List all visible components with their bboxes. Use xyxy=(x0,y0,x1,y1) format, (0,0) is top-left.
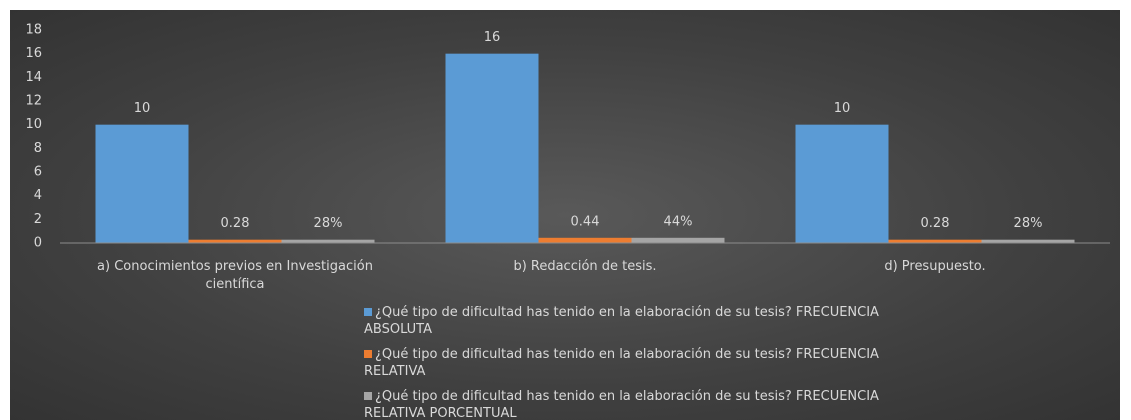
legend-swatch xyxy=(364,308,372,316)
data-label: 28% xyxy=(1014,216,1043,231)
legend-label: ¿Qué tipo de dificultad has tenido en la… xyxy=(364,305,879,337)
legend-swatch xyxy=(364,392,372,400)
y-tick-label: 2 xyxy=(34,212,42,227)
data-label: 44% xyxy=(664,214,693,229)
legend-swatch xyxy=(364,350,372,358)
data-label: 16 xyxy=(484,30,501,45)
y-tick-label: 16 xyxy=(25,46,42,61)
data-label: 10 xyxy=(134,101,151,116)
y-tick-label: 10 xyxy=(25,117,42,132)
data-label: 0.44 xyxy=(571,214,600,229)
data-label: 0.28 xyxy=(921,216,950,231)
legend-label: ¿Qué tipo de dificultad has tenido en la… xyxy=(364,347,879,379)
bar xyxy=(795,124,889,243)
x-tick-label: b) Redacción de tesis. xyxy=(513,259,657,274)
x-tick-label: a) Conocimientos previos en Investigació… xyxy=(97,259,373,292)
bar xyxy=(631,237,725,243)
y-tick-label: 0 xyxy=(34,236,42,251)
bar xyxy=(188,239,282,243)
bar xyxy=(888,239,982,243)
bar xyxy=(95,124,189,243)
data-label: 28% xyxy=(314,216,343,231)
legend-entry: ¿Qué tipo de dificultad has tenido en la… xyxy=(364,346,944,380)
y-tick-label: 4 xyxy=(34,188,42,203)
y-tick-label: 12 xyxy=(25,94,42,109)
bar xyxy=(981,239,1075,243)
y-tick-label: 14 xyxy=(25,70,42,85)
legend-entry: ¿Qué tipo de dificultad has tenido en la… xyxy=(364,388,944,420)
bar xyxy=(281,239,375,243)
y-tick-label: 18 xyxy=(25,23,42,38)
data-label: 10 xyxy=(834,101,851,116)
y-tick-label: 6 xyxy=(34,165,42,180)
chart-background xyxy=(10,10,1120,420)
data-label: 0.28 xyxy=(221,216,250,231)
bar xyxy=(538,237,632,243)
x-tick-label: d) Presupuesto. xyxy=(884,259,986,274)
bar xyxy=(445,53,539,243)
y-tick-label: 8 xyxy=(34,141,42,156)
legend-label: ¿Qué tipo de dificultad has tenido en la… xyxy=(364,389,879,420)
legend-entry: ¿Qué tipo de dificultad has tenido en la… xyxy=(364,304,944,338)
